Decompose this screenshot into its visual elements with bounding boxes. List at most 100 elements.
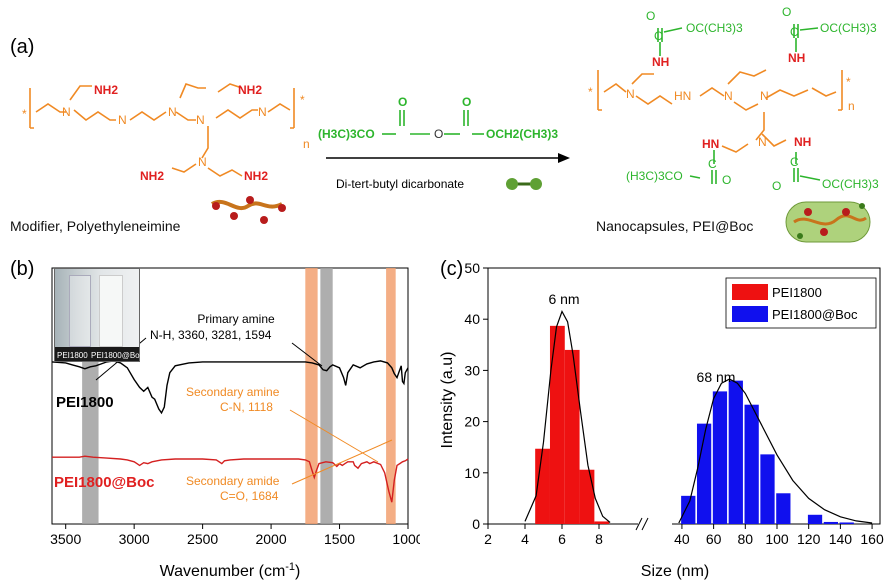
pei-nh2-1: NH2 [94, 83, 118, 97]
pei-n-1: N [62, 105, 71, 119]
annot-arrow-secamine [289, 409, 379, 463]
boc-o-1: O [646, 9, 655, 23]
highlight-band-3 [386, 268, 396, 524]
boc-c-4: C [790, 155, 799, 169]
right-caption: Nanocapsules, PEI@Boc [596, 218, 754, 234]
vial-pei-boc [99, 275, 123, 347]
bar-boc-8 [807, 514, 823, 524]
ftir-tick-label-1500: 1500 [324, 531, 355, 547]
boc-o-4: O [772, 179, 781, 193]
legend-swatch-pei [732, 284, 768, 300]
boc-bonds [657, 24, 821, 184]
dls-ytick-label-20: 20 [464, 414, 480, 430]
bar-boc-4 [744, 404, 759, 524]
bar-boc-2 [712, 391, 728, 524]
dls-legend: PEI1800 PEI1800@Boc [725, 277, 877, 329]
pei-boc-structure [597, 69, 843, 153]
vial-pei [69, 275, 91, 347]
photo-label-1: PEI1800 [57, 351, 88, 360]
bar-pei-4 [594, 521, 610, 524]
bar-boc-9 [823, 521, 839, 524]
bar-boc-3 [728, 380, 743, 524]
boc-nh-4: NH [794, 135, 811, 149]
boc-oc-3: OC(CH3)3 [822, 177, 879, 191]
peak-label-68nm: 68 nm [697, 369, 736, 385]
legend-label-boc: PEI1800@Boc [772, 307, 858, 322]
panel-label-a: (a) [10, 36, 35, 58]
ftir-line-boc [52, 455, 409, 503]
boc-o-2: O [782, 5, 791, 19]
bar-boc-5 [760, 454, 775, 524]
ftir-tick-label-2000: 2000 [255, 531, 286, 547]
left-caption: Modifier, Polyethyleneimine [10, 218, 181, 234]
bar-boc-0 [681, 495, 696, 524]
boc-oc-2: OC(CH3)3 [820, 21, 877, 35]
boc-o-3: O [722, 173, 731, 187]
annot-primary-detail: N-H, 3360, 3281, 1594 [150, 328, 272, 342]
pei-n-4: N [196, 113, 205, 127]
dumbbell-icon [506, 178, 542, 190]
highlight-band-2 [320, 268, 333, 524]
pei-n-2: N [118, 113, 127, 127]
boc-nh-2: NH [788, 51, 805, 65]
annot-secamine-title: Secondary amine [186, 385, 280, 399]
reagent-o-double-2: O [462, 95, 471, 109]
ftir-xlabel-main: Wavenumber (cm [160, 563, 286, 580]
dls-xtick-label-l-4: 4 [521, 531, 529, 547]
bar-pei-1 [549, 325, 565, 524]
dls-xtick-label-l-2: 2 [484, 531, 492, 547]
dls-ytick-label-30: 30 [464, 362, 480, 378]
reaction-arrowhead [558, 153, 570, 163]
dls-ytick-label-0: 0 [472, 516, 480, 532]
arrow-label: Di-tert-butyl dicarbonate [336, 177, 464, 191]
ftir-tick-label-2500: 2500 [187, 531, 218, 547]
boc-oc-1: OC(CH3)3 [686, 21, 743, 35]
axis-break-mark-1 [635, 517, 643, 531]
legend-swatch-boc [732, 306, 768, 322]
boc-hn-3: HN [702, 137, 719, 151]
boc-n-3: N [760, 89, 769, 103]
boc-c-3: C [708, 157, 717, 171]
dls-xtick-label-r-40: 40 [674, 531, 690, 547]
pei-nh2-2: NH2 [238, 83, 262, 97]
fit-curve-boc [678, 378, 873, 524]
panel-label-b: (b) [10, 258, 35, 280]
dls-ticks: 0 10 20 30 40 50 2 4 6 8 40 60 80 100 120 140 160 [464, 260, 884, 547]
dls-xtick-label-l-6: 6 [558, 531, 566, 547]
dls-xtick-label-r-60: 60 [706, 531, 722, 547]
annot-arrow-secamide [291, 439, 393, 485]
ftir-tick-label-3500: 3500 [50, 531, 81, 547]
bar-boc-10 [839, 522, 854, 524]
annot-primary-title: Primary amine [197, 312, 275, 326]
bar-pei-0 [535, 448, 550, 524]
boc-nh-1: NH [652, 55, 669, 69]
dls-xtick-label-r-100: 100 [765, 531, 789, 547]
bar-boc-6 [776, 493, 791, 524]
ftir-frame [51, 267, 409, 525]
pei-star-left: * [22, 107, 27, 121]
panel-label-c: (c) [440, 258, 464, 280]
pei-nh2-4: NH2 [244, 169, 268, 183]
reagent-o-bridge: O [434, 127, 443, 141]
dls-bars [535, 325, 854, 524]
boc-star-right: * [846, 75, 851, 89]
pei-nh2-3: NH2 [140, 169, 164, 183]
dls-fit-curves [524, 310, 873, 524]
highlight-band-1 [305, 268, 318, 524]
dls-ytick-label-50: 50 [464, 260, 480, 276]
boc-n-4: N [758, 135, 767, 149]
boc-hn-1: HN [674, 89, 691, 103]
annot-secamide-title: Secondary amide [186, 474, 280, 488]
pei-structure [29, 83, 295, 177]
pei-repeat-n: n [303, 137, 310, 151]
dls-y-axis-label: Intensity (a.u) [439, 352, 456, 449]
reaction-scheme: * N N N N N N * n NH2 NH2 NH2 NH2 (H3C)3… [22, 5, 879, 243]
legend-label-pei: PEI1800 [772, 285, 822, 300]
boc-h3co: (H3C)3CO [626, 169, 683, 183]
ftir-tick-label-1000: 1000 [392, 531, 420, 547]
ftir-tick-label-3000: 3000 [119, 531, 150, 547]
bar-boc-1 [696, 423, 712, 524]
annot-secamine-detail: C-N, 1118 [220, 400, 273, 414]
vials-photo: PEI1800 PEI1800@Boc [54, 268, 144, 362]
reagent-o-double-1: O [398, 95, 407, 109]
